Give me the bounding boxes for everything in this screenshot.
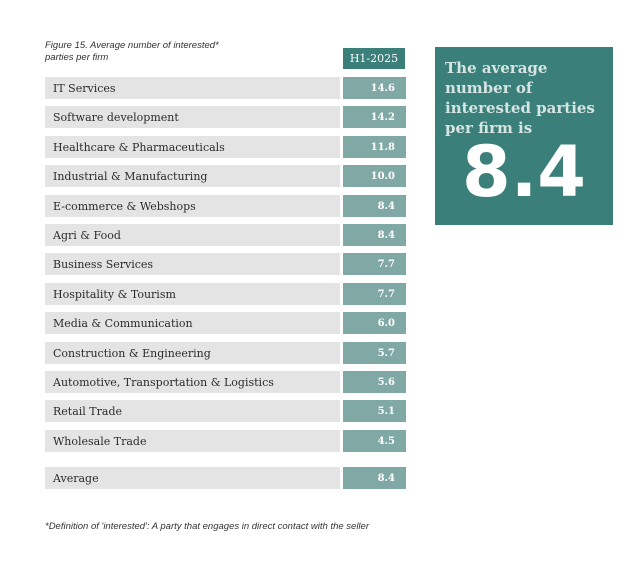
callout-value: 8.4 (461, 131, 586, 213)
row-label: Software development (45, 106, 340, 128)
row-label: Industrial & Manufacturing (45, 165, 340, 187)
table-row: IT Services 14.6 (45, 77, 406, 99)
row-value: 5.1 (343, 400, 406, 422)
row-value: 7.7 (343, 283, 406, 305)
table-row: Software development 14.2 (45, 106, 406, 128)
table-row: Agri & Food 8.4 (45, 224, 406, 246)
table-row: Hospitality & Tourism 7.7 (45, 283, 406, 305)
row-value: 8.4 (343, 224, 406, 246)
row-label: Business Services (45, 253, 340, 275)
average-row: Average 8.4 (45, 467, 406, 489)
row-label: Wholesale Trade (45, 430, 340, 452)
table-row: Business Services 7.7 (45, 253, 406, 275)
row-value: 4.5 (343, 430, 406, 452)
table-row: Construction & Engineering 5.7 (45, 342, 406, 364)
table-row: Wholesale Trade 4.5 (45, 430, 406, 452)
column-header: H1-2025 (343, 48, 405, 69)
row-label: Healthcare & Pharmaceuticals (45, 136, 340, 158)
table-row: E-commerce & Webshops 8.4 (45, 195, 406, 217)
row-label: IT Services (45, 77, 340, 99)
row-value: 14.2 (343, 106, 406, 128)
row-label: E-commerce & Webshops (45, 195, 340, 217)
table-row: Industrial & Manufacturing 10.0 (45, 165, 406, 187)
row-label: Automotive, Transportation & Logistics (45, 371, 340, 393)
row-label: Media & Communication (45, 312, 340, 334)
row-value: 10.0 (343, 165, 406, 187)
row-label: Average (45, 467, 340, 489)
row-label: Agri & Food (45, 224, 340, 246)
row-label: Construction & Engineering (45, 342, 340, 364)
row-value: 8.4 (343, 195, 406, 217)
figure-caption: Figure 15. Average number of interested*… (45, 40, 219, 63)
row-label: Hospitality & Tourism (45, 283, 340, 305)
average-callout: The average number of interested parties… (435, 47, 613, 225)
row-value: 7.7 (343, 253, 406, 275)
table-row: Retail Trade 5.1 (45, 400, 406, 422)
row-value: 5.6 (343, 371, 406, 393)
footnote: *Definition of 'interested': A party tha… (45, 521, 369, 532)
table-row: Automotive, Transportation & Logistics 5.… (45, 371, 406, 393)
callout-text: The average number of interested parties… (445, 59, 595, 137)
row-value: 14.6 (343, 77, 406, 99)
row-value: 11.8 (343, 136, 406, 158)
row-value: 5.7 (343, 342, 406, 364)
table-row: Healthcare & Pharmaceuticals 11.8 (45, 136, 406, 158)
table-row: Media & Communication 6.0 (45, 312, 406, 334)
row-label: Retail Trade (45, 400, 340, 422)
row-value: 6.0 (343, 312, 406, 334)
row-value: 8.4 (343, 467, 406, 489)
